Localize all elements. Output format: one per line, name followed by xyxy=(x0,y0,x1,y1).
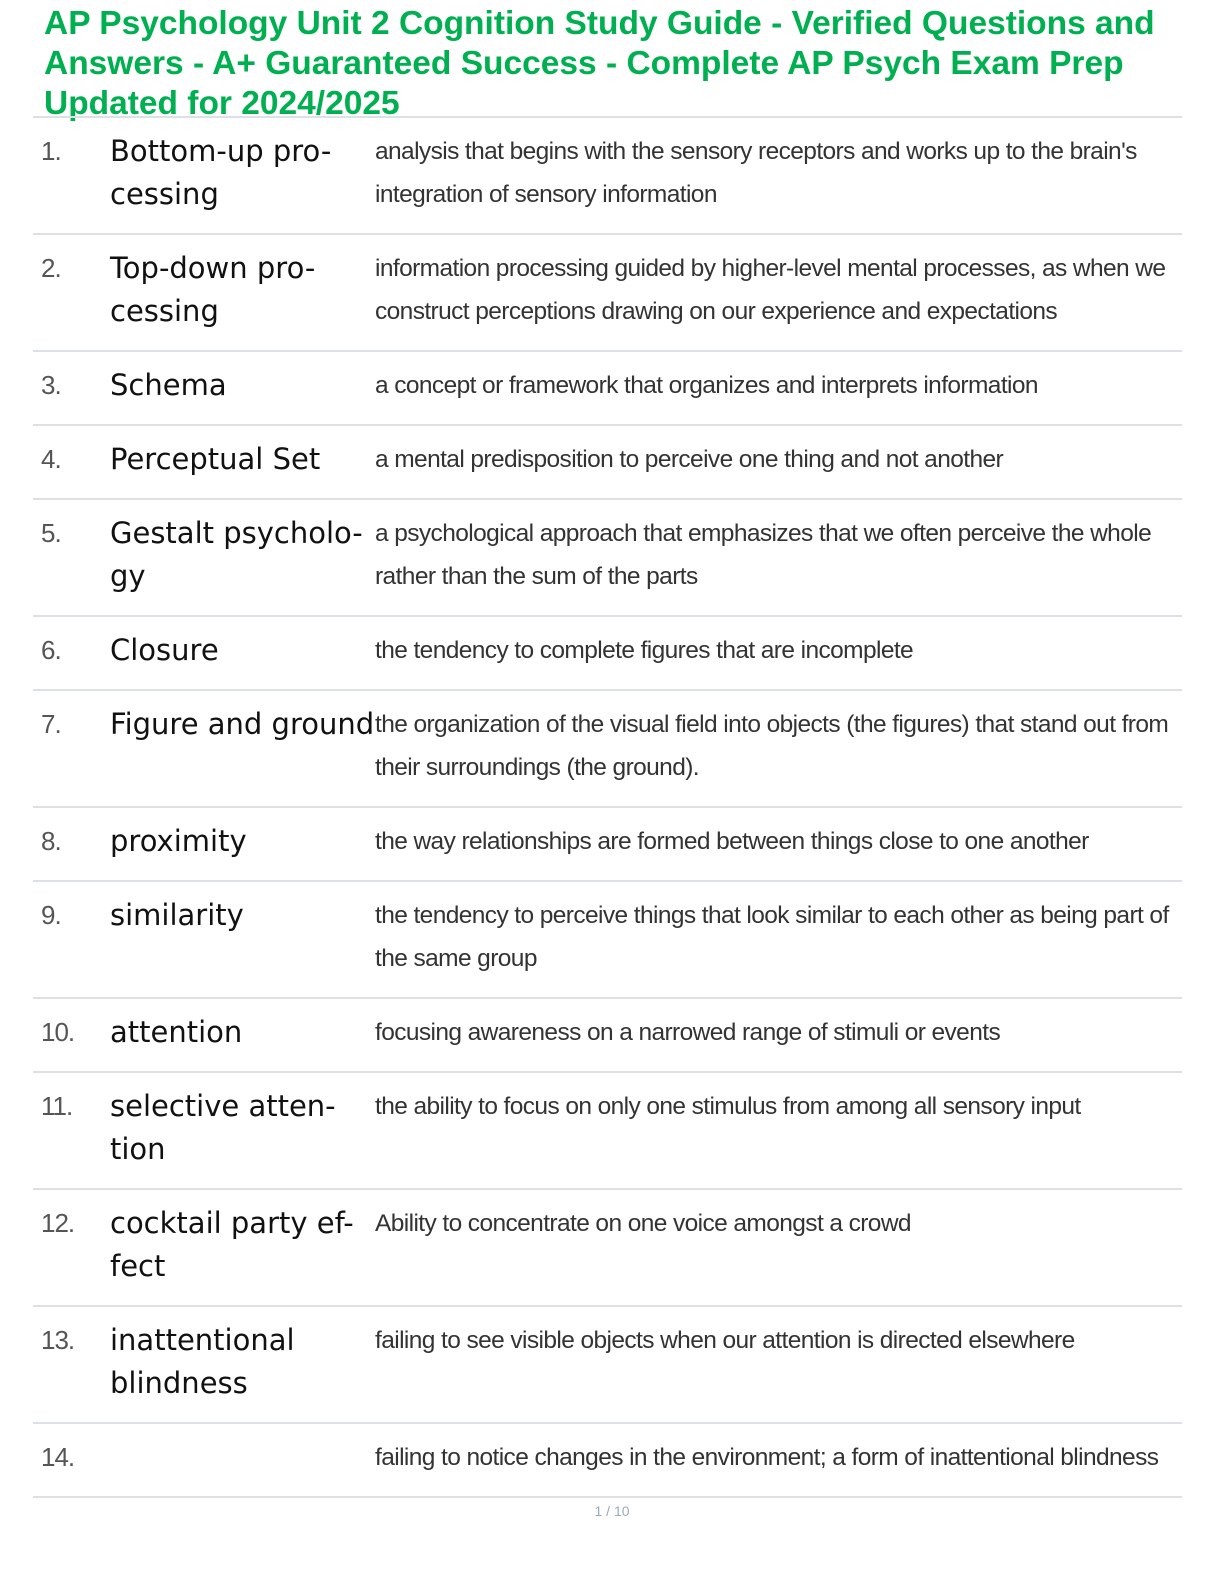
item-term: attention xyxy=(110,1015,243,1049)
item-number: 2. xyxy=(41,253,62,283)
item-term: Bottom-up pro-cessing xyxy=(110,134,332,211)
item-definition: failing to see visible objects when our … xyxy=(375,1327,1075,1354)
item-definition: the ability to focus on only one stimulu… xyxy=(375,1093,1081,1120)
item-number: 12. xyxy=(41,1208,75,1238)
item-number: 9. xyxy=(41,900,62,930)
item-term: inattentional blindness xyxy=(110,1323,295,1400)
list-item: 3. Schema a concept or framework that orga… xyxy=(33,352,1182,426)
item-term: Schema xyxy=(110,368,227,402)
item-number: 14. xyxy=(41,1442,75,1472)
item-definition: the organization of the visual field int… xyxy=(375,711,1169,781)
item-term: Top-down pro-cessing xyxy=(110,251,316,328)
list-item: 13. inattentional blindness failing to see… xyxy=(33,1307,1182,1424)
list-item: 11. selective atten-tion the ability to fo… xyxy=(33,1073,1182,1190)
list-item: 5. Gestalt psycholo-gy a psychological app… xyxy=(33,500,1182,617)
item-definition: the way relationships are formed between… xyxy=(375,828,1089,855)
list-item: 10. attention focusing awareness on a narr… xyxy=(33,999,1182,1073)
item-definition: focusing awareness on a narrowed range o… xyxy=(375,1019,1001,1046)
item-number: 7. xyxy=(41,709,62,739)
item-term: proximity xyxy=(110,824,247,858)
item-number: 10. xyxy=(41,1017,75,1047)
list-item: 4. Perceptual Set a mental predisposition … xyxy=(33,426,1182,500)
item-definition: the tendency to complete figures that ar… xyxy=(375,637,914,664)
item-number: 8. xyxy=(41,826,62,856)
flashcard-list: 1. Bottom-up pro-cessing analysis that beg… xyxy=(33,116,1182,1498)
list-item: 1. Bottom-up pro-cessing analysis that beg… xyxy=(33,118,1182,235)
list-item: 14. failing to notice changes in the envi… xyxy=(33,1424,1182,1498)
list-item: 12. cocktail party ef-fect Ability to conc… xyxy=(33,1190,1182,1307)
document-title: AP Psychology Unit 2 Cognition Study Gui… xyxy=(44,5,1155,122)
item-number: 4. xyxy=(41,444,62,474)
item-number: 13. xyxy=(41,1325,75,1355)
item-term: Figure and ground xyxy=(110,707,375,741)
item-term: Closure xyxy=(110,633,219,667)
item-term: similarity xyxy=(110,898,244,932)
item-definition: a psychological approach that emphasizes… xyxy=(375,520,1152,590)
list-item: 6. Closure the tendency to complete figure… xyxy=(33,617,1182,691)
item-definition: analysis that begins with the sensory re… xyxy=(375,138,1137,208)
item-term xyxy=(110,1436,375,1479)
item-term: cocktail party ef-fect xyxy=(110,1206,354,1283)
page-number: 1 / 10 xyxy=(594,1503,630,1519)
item-number: 6. xyxy=(41,635,62,665)
item-definition: information processing guided by higher-… xyxy=(375,255,1166,325)
item-definition: failing to notice changes in the environ… xyxy=(375,1444,1159,1471)
item-definition: a mental predisposition to perceive one … xyxy=(375,446,1004,473)
item-definition: a concept or framework that organizes an… xyxy=(375,372,1039,399)
item-number: 1. xyxy=(41,136,62,166)
list-item: 8. proximity the way relationships are for… xyxy=(33,808,1182,882)
list-item: 2. Top-down pro-cessing information proces… xyxy=(33,235,1182,352)
item-definition: Ability to concentrate on one voice amon… xyxy=(375,1210,912,1237)
item-term: selective atten-tion xyxy=(110,1089,336,1166)
item-definition: the tendency to perceive things that loo… xyxy=(375,902,1169,972)
item-number: 11. xyxy=(41,1091,73,1121)
item-term: Perceptual Set xyxy=(110,442,321,476)
item-number: 5. xyxy=(41,518,62,548)
list-item: 7. Figure and ground the organization of t… xyxy=(33,691,1182,808)
list-item: 9. similarity the tendency to perceive thi… xyxy=(33,882,1182,999)
item-term: Gestalt psycholo-gy xyxy=(110,516,363,593)
item-number: 3. xyxy=(41,370,62,400)
